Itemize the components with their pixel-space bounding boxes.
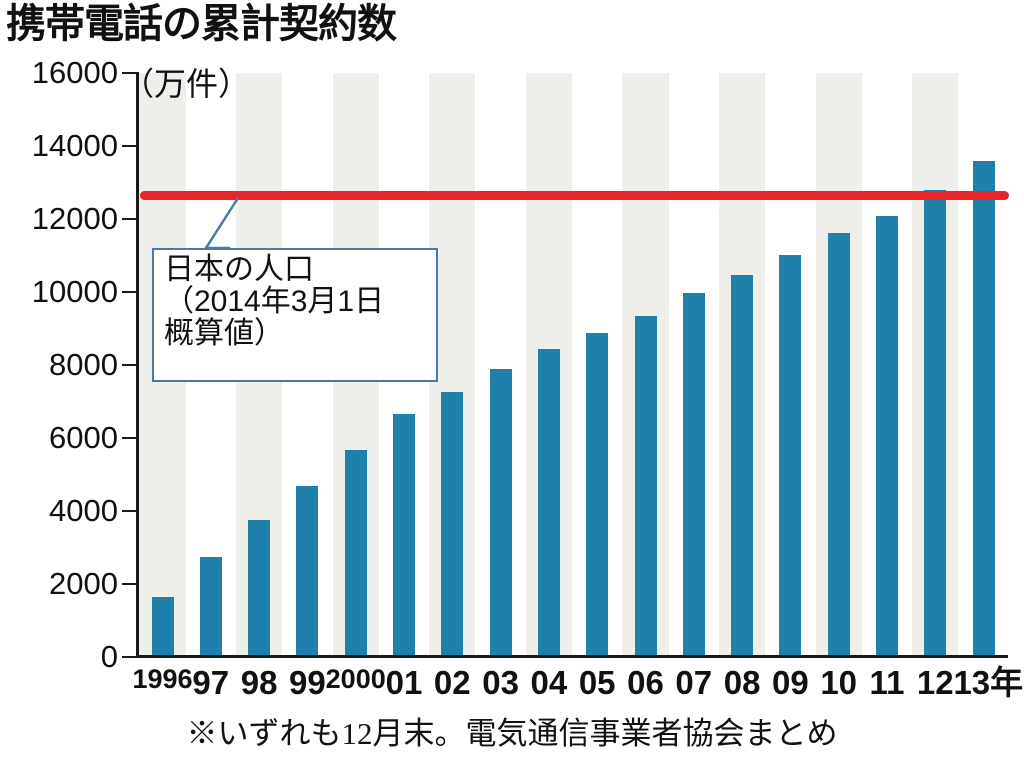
- y-axis-tick: [122, 364, 137, 366]
- y-axis-tick-label: 16000: [31, 55, 118, 90]
- y-axis-tick-label: 2000: [49, 566, 118, 601]
- y-axis-tick: [122, 145, 137, 147]
- y-axis-tick-label-wrap: 14000: [0, 130, 118, 161]
- bar: [876, 216, 898, 657]
- bar: [827, 232, 850, 657]
- bars-layer: [138, 73, 1008, 657]
- bar: [199, 557, 222, 657]
- y-axis-tick-label-wrap: 10000: [0, 276, 118, 307]
- y-axis-unit-label: （万件）: [122, 66, 251, 102]
- bar: [151, 597, 174, 657]
- y-axis-line: [136, 72, 139, 658]
- x-axis-labels: 1996 97 98 99 2000 01 02 03 04 05 06 07 08 09 10 11 12 13…: [0, 666, 1024, 710]
- bar: [972, 160, 995, 657]
- y-axis-tick: [122, 291, 137, 293]
- callout-line-1: 日本の人口: [164, 253, 314, 286]
- callout-line-2: （2014年3月1日: [164, 285, 385, 319]
- y-axis-tick-label-wrap: 12000: [0, 203, 118, 234]
- x-axis-label: 11: [869, 664, 905, 701]
- bar: [537, 348, 560, 657]
- bar: [779, 255, 802, 657]
- x-axis-label: 1996: [132, 664, 193, 694]
- x-axis-line: [136, 655, 1008, 658]
- x-axis-label: 04: [530, 664, 568, 701]
- x-axis-label: 98: [240, 664, 278, 701]
- y-axis-tick-label-wrap: 2000: [0, 568, 118, 599]
- callout-box: 日本の人口 （2014年3月1日 概算値）: [152, 248, 438, 382]
- x-axis-label: 07: [675, 664, 713, 701]
- x-axis-label: 10: [820, 664, 858, 701]
- y-axis-tick-label: 4000: [49, 493, 118, 528]
- y-axis-tick: [122, 218, 137, 220]
- y-axis-tick-label: 10000: [31, 274, 118, 309]
- x-axis-label: 01: [385, 664, 423, 701]
- y-axis-tick-label-wrap: 8000: [0, 349, 118, 380]
- y-axis-tick-label-wrap: 6000: [0, 422, 118, 453]
- y-axis-tick-label: 12000: [31, 201, 118, 236]
- bar: [731, 274, 754, 657]
- x-axis-label: 05: [578, 664, 616, 701]
- x-axis-label: 13年: [953, 664, 1024, 701]
- x-axis-label: 97: [192, 664, 230, 701]
- y-axis-tick: [122, 510, 137, 512]
- y-axis-tick-label-wrap: 16000: [0, 57, 118, 88]
- x-axis-label: 2000: [325, 664, 386, 694]
- x-axis-label: 02: [433, 664, 471, 701]
- bar: [586, 332, 609, 657]
- y-axis-tick-label: 14000: [31, 128, 118, 163]
- bar: [441, 392, 464, 657]
- callout-line-3: 概算値）: [164, 317, 284, 351]
- footnote: ※いずれも12月末。電気通信事業者協会まとめ: [186, 716, 838, 751]
- page-title: 携帯電話の累計契約数: [6, 2, 397, 46]
- y-axis-tick: [122, 656, 137, 658]
- x-axis-label: 12: [916, 664, 954, 701]
- x-axis-label: 08: [723, 664, 761, 701]
- bar: [924, 190, 947, 657]
- y-axis-tick-label-wrap: 0: [0, 641, 118, 672]
- x-axis-label: 99: [289, 664, 326, 701]
- y-axis-tick-label: 0: [100, 639, 118, 674]
- bar: [344, 450, 367, 657]
- y-axis-tick: [122, 583, 137, 585]
- bar: [248, 520, 271, 657]
- x-axis-label: 03: [482, 664, 519, 701]
- bar: [634, 316, 657, 657]
- x-axis-label: 06: [627, 664, 664, 701]
- y-axis-tick-label-wrap: 4000: [0, 495, 118, 526]
- y-axis-tick-label: 8000: [49, 347, 118, 382]
- bar: [393, 413, 415, 657]
- bar: [682, 293, 705, 657]
- plot-area: [138, 73, 1008, 657]
- x-axis-label: 09: [772, 664, 809, 701]
- y-axis-tick-label: 6000: [49, 420, 118, 455]
- bar: [296, 485, 319, 657]
- bar: [489, 369, 512, 657]
- y-axis-tick: [122, 437, 137, 439]
- population-reference-line: [140, 190, 1009, 200]
- y-axis-tick: [122, 72, 137, 74]
